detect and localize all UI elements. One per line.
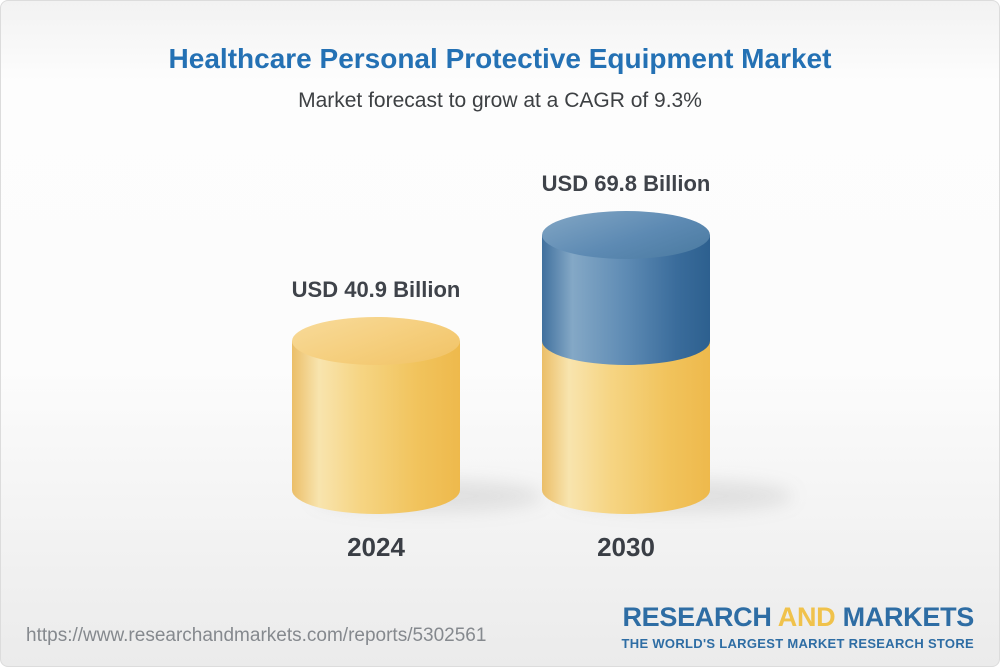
logo-word-markets: MARKETS <box>842 602 975 632</box>
logo-wordmark: RESEARCH AND MARKETS <box>622 602 974 633</box>
page-title: Healthcare Personal Protective Equipment… <box>168 43 832 74</box>
cylinder-2030-gold-body <box>542 341 710 490</box>
research-and-markets-logo: RESEARCH AND MARKETS THE WORLD'S LARGEST… <box>621 602 975 651</box>
logo-word-research: RESEARCH <box>622 602 772 632</box>
bar-group-2030: USD 69.8 Billion 2030 <box>542 1 711 601</box>
cylinder-2024-top-ellipse <box>292 317 460 365</box>
cylinder-2030-bottom-ellipse <box>542 466 710 514</box>
page-subtitle: Market forecast to grow at a CAGR of 9.3… <box>298 89 702 112</box>
x-axis-label-2024: 2024 <box>347 532 405 562</box>
cylinder-2024-bottom-ellipse <box>292 466 460 514</box>
bar-group-2024: USD 40.9 Billion 2024 <box>292 1 461 601</box>
x-axis-label-2030: 2030 <box>597 532 655 562</box>
logo-word-and: AND <box>777 602 836 632</box>
report-url: https://www.researchandmarkets.com/repor… <box>26 625 487 646</box>
cylinder-2030-top-ellipse <box>542 211 710 259</box>
logo-tagline: THE WORLD'S LARGEST MARKET RESEARCH STOR… <box>621 636 974 651</box>
cylinder-2024-body <box>292 341 460 490</box>
value-label-2030: USD 69.8 Billion <box>541 171 711 196</box>
value-label-2024: USD 40.9 Billion <box>291 277 461 302</box>
